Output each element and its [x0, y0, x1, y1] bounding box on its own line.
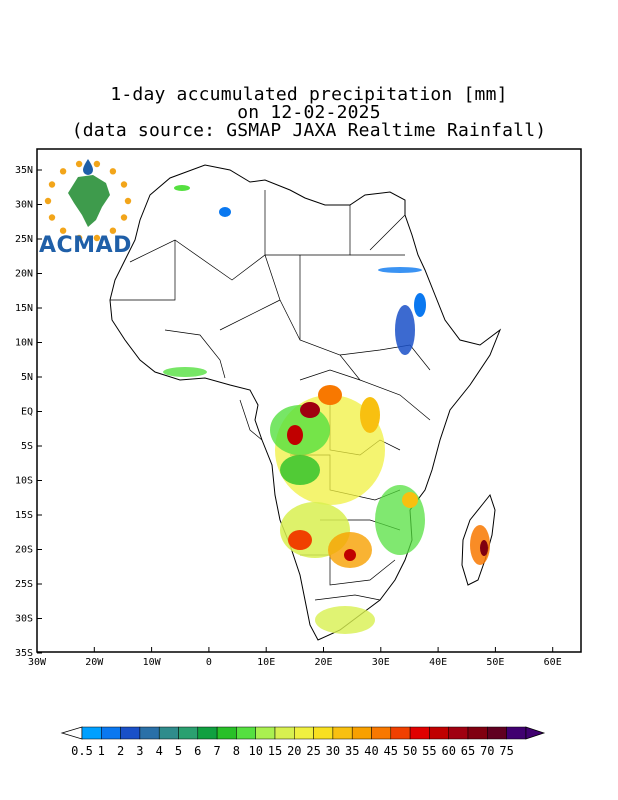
- colorbar-label: 10: [248, 744, 262, 758]
- colorbar-label: 0.5: [71, 744, 93, 758]
- colorbar-swatch: [313, 726, 334, 740]
- colorbar-label: 5: [175, 744, 182, 758]
- acmad-logo-text: ACMAD: [39, 233, 132, 258]
- lat-tick-label: 15N: [15, 303, 33, 314]
- sun-ray: [75, 160, 83, 168]
- colorbar-swatch: [236, 726, 256, 740]
- lon-tick-label: 10E: [257, 657, 275, 668]
- lat-tick-label: 10N: [15, 338, 33, 349]
- colorbar-label: 20: [287, 744, 301, 758]
- lon-tick-label: 0: [206, 657, 212, 668]
- longitude-axis: 30W 20W 10W 0 10E 20E 30E 40E 50E 60E: [28, 647, 562, 668]
- colorbar-label: 65: [461, 744, 475, 758]
- colorbar-swatch: [120, 726, 141, 740]
- colorbar-label: 2: [117, 744, 124, 758]
- colorbar-swatch: [178, 726, 199, 740]
- lat-tick-label: 25N: [15, 234, 33, 245]
- colorbar-label: 6: [194, 744, 201, 758]
- colorbar-swatch: [216, 726, 237, 740]
- colorbar-label: 3: [136, 744, 143, 758]
- lon-tick-label: 40E: [429, 657, 447, 668]
- colorbar-swatch: [467, 726, 488, 740]
- colorbar-swatch: [197, 726, 218, 740]
- sun-ray: [120, 214, 128, 221]
- precipitation-map: 35N 30N 25N 20N 15N 10N 5N EQ 5S 10S 15S 20S 25S 30S 3…: [15, 148, 582, 668]
- lat-tick-label: 15S: [15, 510, 33, 521]
- sun-ray: [75, 234, 83, 242]
- latitude-axis: 35N 30N 25N 20N 15N 10N 5N EQ 5S 10S 15S 20S 25S 30S 3…: [15, 165, 42, 659]
- lat-tick-label: 30N: [15, 200, 33, 211]
- lat-tick-label: 5S: [21, 441, 33, 452]
- lat-tick-label: 5N: [21, 372, 33, 383]
- sun-ray: [109, 227, 117, 234]
- lat-tick-label: EQ: [21, 407, 33, 418]
- lon-tick-label: 50E: [486, 657, 504, 668]
- colorbar-label: 8: [233, 744, 240, 758]
- sun-ray: [124, 197, 132, 205]
- colorbar-label: 7: [213, 744, 220, 758]
- sun-ray: [48, 214, 56, 221]
- colorbar-label: 50: [403, 744, 417, 758]
- colorbar-swatch: [294, 726, 314, 740]
- colorbar-label: 35: [345, 744, 359, 758]
- colorbar-label: 45: [384, 744, 398, 758]
- colorbar-swatch: [351, 726, 372, 740]
- colorbar-label: 40: [364, 744, 378, 758]
- colorbar-swatch: [487, 726, 507, 740]
- colorbar-swatch: [371, 726, 392, 740]
- sun-ray: [93, 160, 101, 168]
- colorbar-label: 70: [480, 744, 494, 758]
- sun-ray: [120, 181, 128, 188]
- colorbar-swatch: [448, 726, 469, 740]
- lat-tick-label: 10S: [15, 476, 33, 487]
- colorbar-swatch: [274, 726, 295, 740]
- colorbar-label: 60: [441, 744, 455, 758]
- lat-tick-label: 25S: [15, 579, 33, 590]
- lat-tick-label: 35S: [15, 648, 33, 659]
- colorbar-label: 1: [98, 744, 105, 758]
- sun-rays: [44, 160, 132, 242]
- colorbar-swatch: [332, 726, 353, 740]
- precipitation-fields: [163, 185, 490, 634]
- colorbar-swatch: [255, 726, 276, 740]
- sun-ray: [109, 168, 117, 175]
- lat-tick-label: 20S: [15, 545, 33, 556]
- colorbar-label: 25: [306, 744, 320, 758]
- colorbar-low-arrow: [60, 726, 83, 740]
- acmad-logo-icon: [44, 159, 132, 242]
- sun-ray: [44, 197, 52, 205]
- lat-tick-label: 20N: [15, 269, 33, 280]
- colorbar-swatch: [158, 726, 179, 740]
- lon-tick-label: 20W: [85, 657, 104, 668]
- map-title-line-2: on 12-02-2025: [237, 102, 381, 123]
- lat-tick-label: 30S: [15, 614, 33, 625]
- colorbar-swatch: [81, 726, 102, 740]
- lon-tick-label: 30E: [372, 657, 390, 668]
- lon-tick-label: 30W: [28, 657, 47, 668]
- map-title-line-3: (data source: GSMAP JAXA Realtime Rainfa…: [71, 120, 547, 141]
- colorbar-swatch: [101, 726, 121, 740]
- colorbar-label: 4: [156, 744, 163, 758]
- lon-tick-label: 20E: [314, 657, 332, 668]
- sun-ray: [59, 168, 67, 175]
- colorbar-swatch: [139, 726, 160, 740]
- precipitation-colorbar: 0.5 1 2 3 4 5 6 7 8 10 15 20 25 30 35 40 45 50 55 60 65 70 75: [60, 726, 546, 758]
- lon-tick-label: 60E: [544, 657, 562, 668]
- colorbar-label: 55: [422, 744, 436, 758]
- sun-ray: [48, 181, 56, 188]
- colorbar-label: 75: [499, 744, 513, 758]
- sun-ray: [93, 234, 101, 242]
- colorbar-label: 30: [326, 744, 340, 758]
- colorbar-swatch: [390, 726, 411, 740]
- lon-tick-label: 10W: [143, 657, 162, 668]
- map-title-line-1: 1-day accumulated precipitation [mm]: [110, 84, 508, 105]
- colorbar-swatch: [429, 726, 449, 740]
- colorbar-high-arrow: [525, 726, 546, 740]
- colorbar-label: 15: [268, 744, 282, 758]
- sun-ray: [59, 227, 67, 234]
- lat-tick-label: 35N: [15, 165, 33, 176]
- colorbar-swatch: [409, 726, 430, 740]
- colorbar-swatch: [506, 726, 527, 740]
